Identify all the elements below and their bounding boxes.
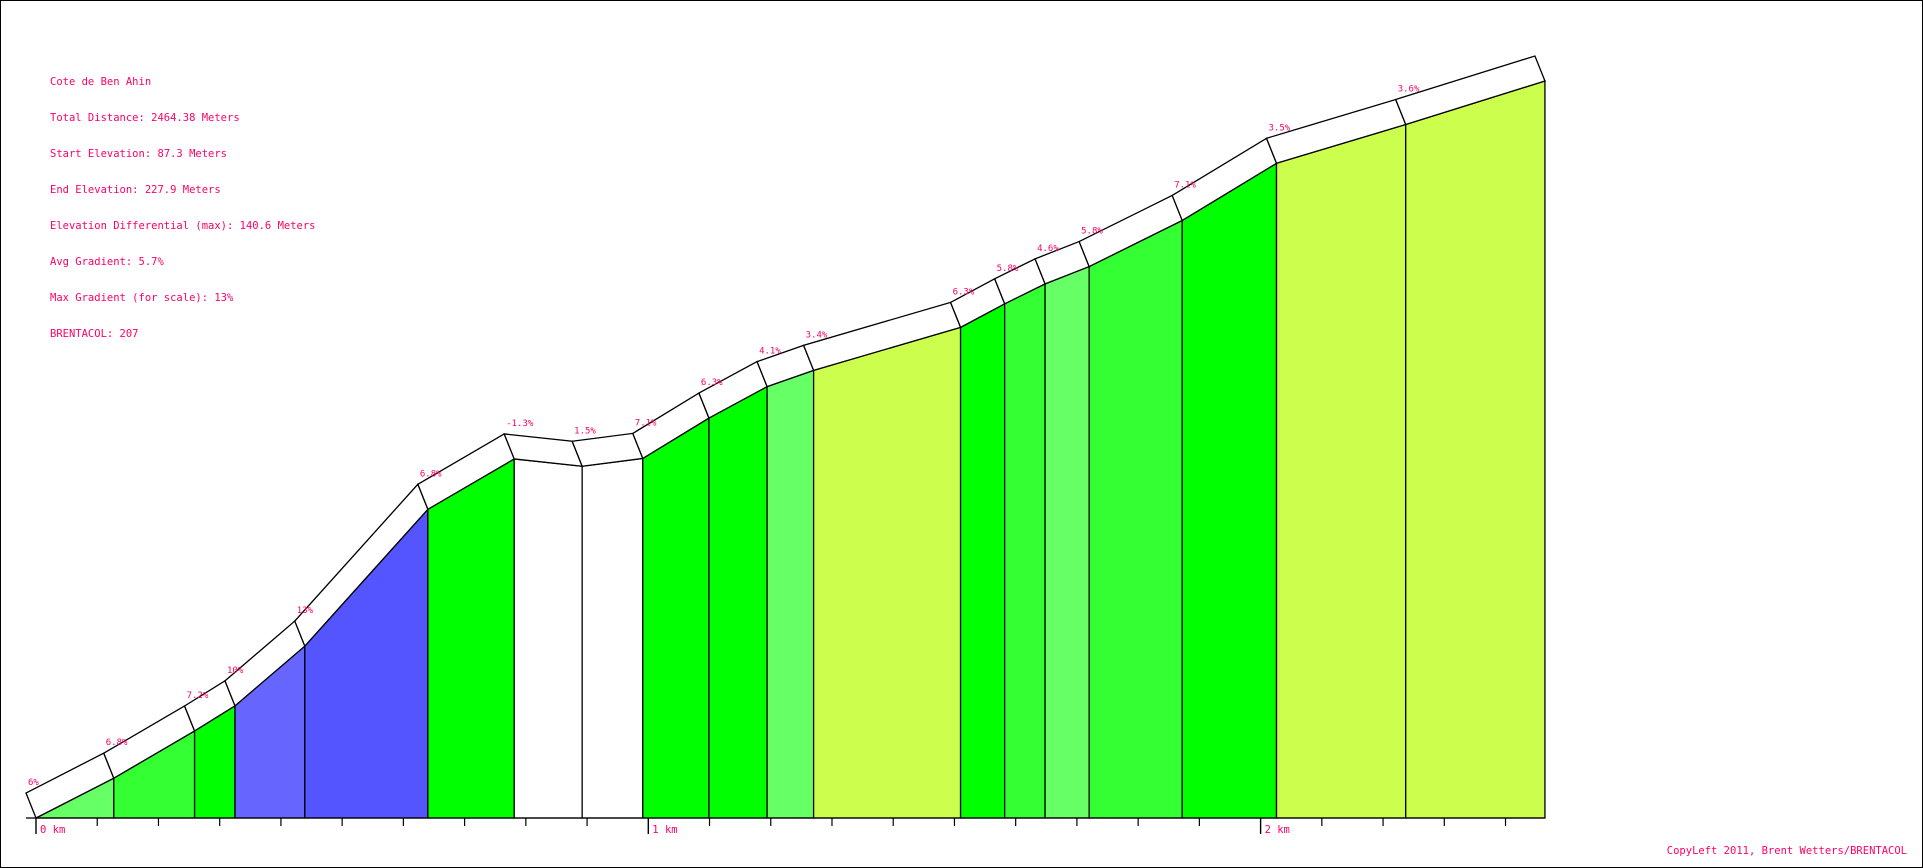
segment-fills [35, 80, 1546, 819]
grade-label: 6.8% [420, 469, 442, 479]
grade-label: 3.5% [1269, 123, 1291, 133]
segment-fill [812, 326, 962, 819]
grade-label: 4.1% [759, 347, 781, 357]
grade-label: 5.8% [1081, 227, 1103, 237]
grade-label: 6% [28, 778, 39, 788]
grade-label: -1.3% [506, 419, 534, 429]
grade-label: 3.4% [806, 330, 828, 340]
grade-label: 1.5% [574, 426, 596, 436]
x-tick-label: 2 km [1265, 824, 1290, 836]
grade-label: 6.8% [106, 738, 128, 748]
segment-fill [1044, 265, 1090, 819]
brentacol-score: BRENTACOL: 207 [50, 328, 139, 340]
grade-labels: 6% 6.8% 7.2% 10% 13% 6.8% -1.3% 1.5% 7.1% 6.3% 4.1… [28, 85, 1420, 788]
grade-label: 6.3% [701, 378, 723, 388]
grade-label: 13% [297, 606, 314, 616]
max-gradient: Max Gradient (for scale): 13% [50, 292, 234, 304]
segment-fill [1275, 123, 1407, 819]
grade-label: 5.8% [997, 264, 1019, 274]
grade-label: 7.1% [1174, 180, 1196, 190]
grade-label: 7.1% [635, 418, 657, 428]
x-tick-label: 1 km [652, 824, 677, 836]
segment-fill [1004, 282, 1046, 819]
grade-label: 3.6% [1398, 85, 1420, 95]
segment-fill [427, 457, 515, 819]
segment-fill [1181, 162, 1278, 819]
grade-label: 10% [227, 666, 244, 676]
segment-fill [766, 369, 815, 819]
elevation-differential: Elevation Differential (max): 140.6 Mete… [50, 220, 316, 232]
segment-fill [642, 416, 710, 819]
avg-gradient: Avg Gradient: 5.7% [50, 256, 164, 268]
segment-fill [513, 458, 583, 819]
copyleft-credit: CopyLeft 2011, Brent Wetters/BRENTACOL [1666, 845, 1907, 857]
segment-fill [1405, 80, 1546, 819]
grade-label: 7.2% [187, 691, 209, 701]
segment-fill [708, 385, 768, 819]
segment-fill [959, 302, 1006, 819]
grade-label: 4.6% [1037, 244, 1059, 254]
road-segment [1394, 55, 1546, 126]
total-distance: Total Distance: 2464.38 Meters [50, 112, 240, 124]
x-axis: 0 km 1 km 2 km [35, 817, 1545, 836]
start-elevation: Start Elevation: 87.3 Meters [50, 148, 228, 160]
road-band [25, 55, 1546, 819]
segment-fill [1088, 219, 1183, 819]
end-elevation: End Elevation: 227.9 Meters [50, 184, 221, 196]
grade-label: 6.3% [953, 287, 975, 297]
x-tick-label: 0 km [40, 824, 65, 836]
climb-name: Cote de Ben Ahin [50, 76, 152, 88]
climb-info: Cote de Ben Ahin Total Distance: 2464.38… [50, 52, 316, 364]
segment-fill [581, 457, 644, 819]
